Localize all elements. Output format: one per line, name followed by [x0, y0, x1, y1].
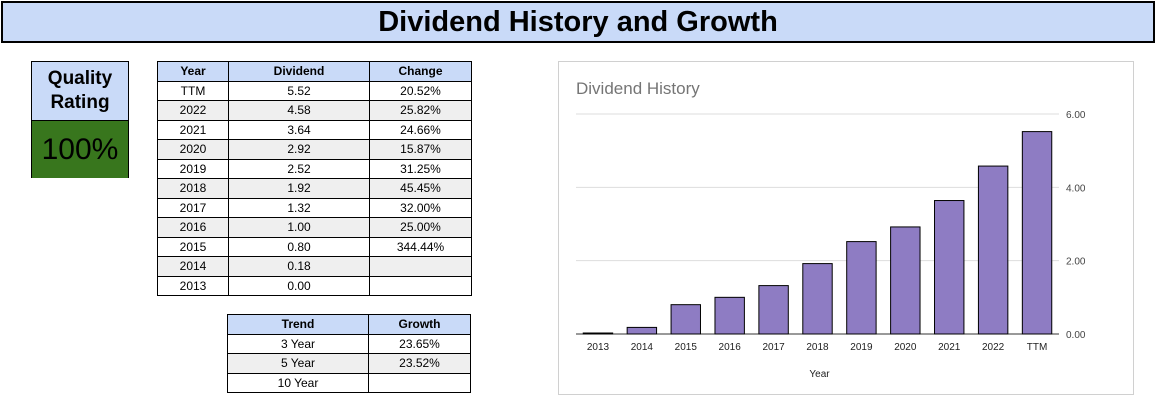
x-tick-label: 2018: [806, 342, 829, 353]
y-tick-label: 0.00: [1066, 330, 1086, 341]
table-row: 2022 4.58 25.82%: [157, 100, 472, 121]
table-row: 2018 1.92 45.45%: [157, 178, 472, 199]
table-cell: 31.25%: [369, 158, 472, 179]
chart-title: Dividend History: [576, 79, 700, 98]
y-tick-label: 6.00: [1066, 110, 1086, 121]
x-tick-label: 2013: [587, 342, 610, 353]
column-header-change: Change: [369, 61, 472, 82]
table-cell: 24.66%: [369, 119, 472, 140]
table-row: 5 Year 23.52%: [227, 353, 471, 374]
x-tick-label: 2016: [719, 342, 742, 353]
table-row: 2021 3.64 24.66%: [157, 119, 472, 140]
table-cell: 15.87%: [369, 139, 472, 160]
column-header-trend: Trend: [227, 314, 369, 335]
dividend-history-chart: Dividend History 0.00 2.00 4.00 6.00 2013 2014…: [558, 61, 1134, 395]
quality-rating-value: 100%: [32, 121, 128, 178]
bar: [758, 285, 789, 335]
table-row: 2017 1.32 32.00%: [157, 197, 472, 218]
table-cell: 25.82%: [369, 100, 472, 121]
table-row: 2015 0.80 344.44%: [157, 236, 472, 257]
quality-label-line2: Rating: [50, 92, 110, 113]
quality-rating-label: Quality Rating: [32, 62, 128, 121]
x-tick-label: TTM: [1027, 342, 1048, 353]
table-cell: 2018: [157, 178, 229, 199]
table-cell: [369, 275, 472, 296]
table-cell: 0.00: [228, 275, 370, 296]
table-cell: 344.44%: [369, 236, 472, 257]
table-cell: 2021: [157, 119, 229, 140]
table-cell: 4.58: [228, 100, 370, 121]
table-cell: 2022: [157, 100, 229, 121]
x-tick-label: 2014: [631, 342, 654, 353]
table-cell: 25.00%: [369, 217, 472, 238]
table-row: 10 Year: [227, 372, 471, 393]
bar: [846, 241, 877, 335]
table-cell: 1.32: [228, 197, 370, 218]
table-cell: 2017: [157, 197, 229, 218]
x-axis-label: Year: [809, 369, 830, 380]
table-cell: 0.18: [228, 256, 370, 277]
table-cell: 2015: [157, 236, 229, 257]
bar: [890, 226, 921, 335]
table-cell: 2.92: [228, 139, 370, 160]
table-cell: 45.45%: [369, 178, 472, 199]
column-header-dividend: Dividend: [228, 61, 370, 82]
table-cell: 20.52%: [369, 80, 472, 101]
table-row: TTM 5.52 20.52%: [157, 80, 472, 101]
dividend-history-table: Year Dividend Change TTM 5.52 20.52% 2022 4.…: [157, 61, 472, 296]
table-cell: 2019: [157, 158, 229, 179]
y-tick-label: 4.00: [1066, 183, 1086, 194]
table-cell: TTM: [157, 80, 229, 101]
x-tick-label: 2022: [982, 342, 1005, 353]
bar: [714, 296, 745, 335]
column-header-growth: Growth: [368, 314, 471, 335]
bar: [1021, 131, 1053, 335]
table-row: 2014 0.18: [157, 256, 472, 277]
bar: [670, 304, 701, 335]
y-tick-label: 2.00: [1066, 257, 1086, 268]
chart-svg: Dividend History 0.00 2.00 4.00 6.00 2013 2014…: [576, 79, 1086, 380]
table-row: 3 Year 23.65%: [227, 333, 471, 354]
table-cell: 3.64: [228, 119, 370, 140]
bar: [977, 165, 1009, 335]
table-header-row: Year Dividend Change: [157, 61, 472, 82]
table-cell: 1.92: [228, 178, 370, 199]
table-cell: [368, 372, 471, 393]
bar: [802, 263, 833, 335]
table-row: 2016 1.00 25.00%: [157, 217, 472, 238]
table-cell: 23.52%: [368, 353, 471, 374]
table-cell: 2020: [157, 139, 229, 160]
table-cell: 3 Year: [227, 333, 369, 354]
table-cell: 5.52: [228, 80, 370, 101]
x-tick-label: 2017: [762, 342, 785, 353]
column-header-year: Year: [157, 61, 229, 82]
table-cell: 23.65%: [368, 333, 471, 354]
table-cell: 1.00: [228, 217, 370, 238]
growth-trend-table: Trend Growth 3 Year 23.65% 5 Year 23.52% 10 …: [227, 314, 471, 393]
table-cell: 0.80: [228, 236, 370, 257]
table-row: 2019 2.52 31.25%: [157, 158, 472, 179]
x-tick-label: 2020: [894, 342, 917, 353]
table-cell: 2016: [157, 217, 229, 238]
table-cell: [369, 256, 472, 277]
x-tick-label: 2021: [938, 342, 961, 353]
table-cell: 32.00%: [369, 197, 472, 218]
table-cell: 5 Year: [227, 353, 369, 374]
bar: [934, 200, 965, 335]
table-cell: 2.52: [228, 158, 370, 179]
bar: [582, 332, 614, 335]
table-cell: 2013: [157, 275, 229, 296]
x-tick-label: 2019: [850, 342, 873, 353]
quality-rating-card: Quality Rating 100%: [31, 61, 129, 178]
quality-label-line1: Quality: [47, 68, 113, 89]
table-cell: 2014: [157, 256, 229, 277]
table-row: 2013 0.00: [157, 275, 472, 296]
table-cell: 10 Year: [227, 372, 369, 393]
table-row: 2020 2.92 15.87%: [157, 139, 472, 160]
x-tick-label: 2015: [675, 342, 698, 353]
page-title: Dividend History and Growth: [1, 1, 1155, 43]
table-header-row: Trend Growth: [227, 314, 471, 335]
bar: [626, 326, 658, 335]
